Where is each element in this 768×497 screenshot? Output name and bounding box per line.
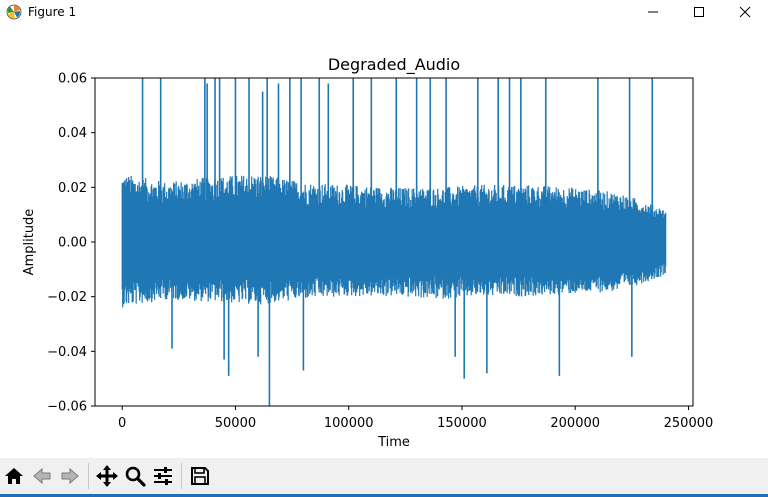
y-tick-label: 0.04 — [58, 126, 87, 141]
y-axis: −0.06 −0.04 −0.02 0.00 0.02 0.04 0.06 — [47, 72, 95, 415]
pan-icon — [96, 465, 118, 487]
maximize-icon — [694, 7, 704, 17]
x-axis-label: Time — [377, 435, 410, 450]
taskbar-accent-line — [0, 494, 768, 497]
x-tick-label: 50000 — [215, 416, 256, 431]
x-tick-label: 0 — [118, 416, 126, 431]
chart: Degraded_Audio −0.06 −0.04 −0.02 0.00 0.02 0.… — [22, 55, 713, 450]
home-icon — [5, 468, 23, 484]
close-button[interactable] — [722, 0, 768, 24]
window-controls — [630, 0, 768, 24]
x-axis: 0 50000 100000 150000 200000 250000 — [118, 406, 713, 431]
zoom-button[interactable] — [121, 461, 149, 491]
y-axis-label: Amplitude — [22, 209, 37, 276]
y-tick-label: 0.00 — [58, 236, 87, 251]
forward-arrow-icon — [61, 467, 79, 485]
save-button[interactable] — [186, 461, 214, 491]
chart-title: Degraded_Audio — [328, 55, 460, 75]
x-tick-label: 150000 — [437, 416, 487, 431]
x-tick-label: 100000 — [324, 416, 374, 431]
y-tick-label: −0.04 — [47, 345, 87, 360]
y-tick-label: 0.06 — [58, 72, 87, 87]
close-icon — [739, 6, 751, 18]
home-button[interactable] — [0, 461, 28, 491]
y-tick-label: 0.02 — [58, 181, 87, 196]
zoom-icon — [125, 466, 146, 487]
matplotlib-logo-icon — [6, 4, 22, 20]
toolbar-separator — [88, 463, 89, 489]
forward-button[interactable] — [56, 461, 84, 491]
navigation-toolbar — [0, 458, 768, 494]
back-button[interactable] — [28, 461, 56, 491]
window-title: Figure 1 — [28, 5, 77, 19]
back-arrow-icon — [33, 467, 51, 485]
waveform-line — [121, 175, 667, 308]
y-tick-label: −0.02 — [47, 290, 87, 305]
x-tick-label: 250000 — [664, 416, 714, 431]
configure-subplots-icon — [154, 467, 172, 485]
figure-canvas[interactable]: Degraded_Audio −0.06 −0.04 −0.02 0.00 0.02 0.… — [0, 24, 768, 460]
maximize-button[interactable] — [676, 0, 722, 24]
x-tick-label: 200000 — [550, 416, 600, 431]
pan-button[interactable] — [93, 461, 121, 491]
configure-subplots-button[interactable] — [149, 461, 177, 491]
window-titlebar: Figure 1 — [0, 0, 768, 24]
save-icon — [191, 467, 209, 485]
minimize-button[interactable] — [630, 0, 676, 24]
minimize-icon — [648, 11, 658, 13]
y-tick-label: −0.06 — [47, 400, 87, 415]
toolbar-separator — [181, 463, 182, 489]
